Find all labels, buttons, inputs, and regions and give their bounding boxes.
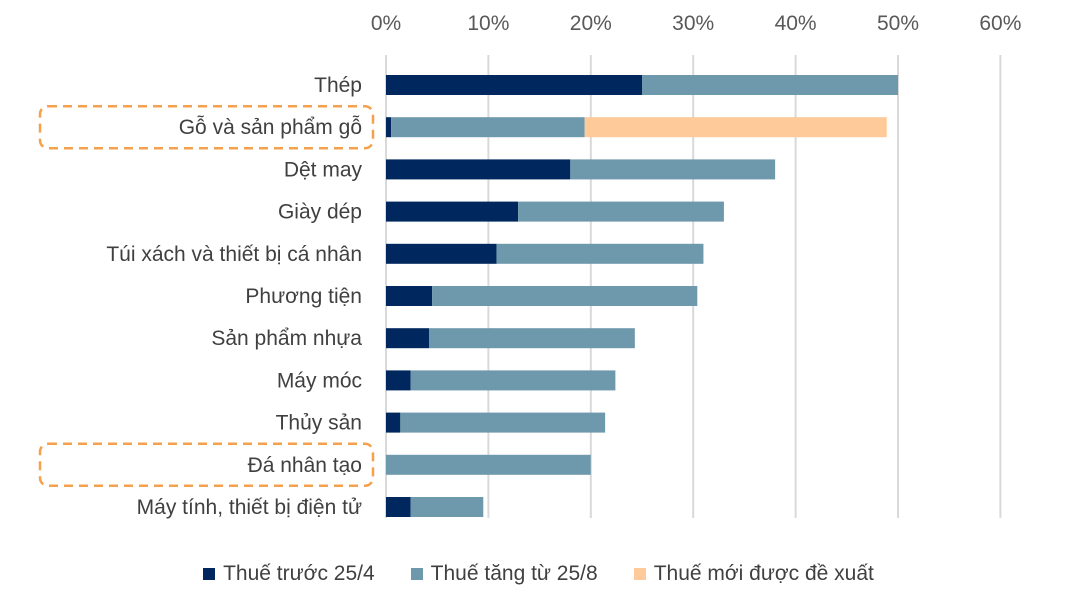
legend-label: Thuế mới được đề xuất	[653, 562, 874, 585]
category-label: Túi xách và thiết bị cá nhân	[106, 243, 362, 266]
bar-segment	[496, 243, 704, 264]
bar-segment	[429, 328, 635, 349]
category-label: Đá nhân tạo	[248, 454, 362, 477]
legend-label: Thuế trước 25/4	[223, 562, 375, 585]
category-label: Gỗ và sản phẩm gỗ	[179, 116, 362, 139]
bar-segment	[386, 159, 571, 180]
bar-segment	[410, 370, 616, 391]
bar-segment	[386, 201, 519, 222]
bar-segment	[386, 117, 392, 138]
legend-item-proposed: Thuế mới được đề xuất	[633, 562, 874, 586]
category-label: Máy móc	[277, 369, 362, 392]
legend-swatch	[203, 568, 216, 580]
bar-segment	[386, 412, 401, 433]
category-label: Thép	[314, 74, 362, 97]
legend: Thuế trước 25/4 Thuế tăng từ 25/8 Thuế m…	[0, 562, 1077, 586]
bar-segment	[642, 75, 898, 95]
x-tick-label: 0%	[371, 12, 401, 35]
bar-segment	[386, 497, 411, 517]
legend-item-increase: Thuế tăng từ 25/8	[410, 562, 598, 586]
legend-swatch	[410, 568, 423, 580]
category-label: Dệt may	[284, 158, 363, 181]
bar-segment	[386, 286, 433, 306]
legend-item-before: Thuế trước 25/4	[203, 562, 375, 586]
highlight-box	[38, 442, 375, 488]
bar-segment	[410, 497, 484, 517]
category-label: Giày dép	[278, 201, 362, 224]
category-label: Sản phẩm nhựa	[211, 327, 362, 350]
bar-segment	[391, 117, 585, 138]
category-label: Phương tiện	[245, 285, 362, 308]
bar-segment	[386, 243, 497, 264]
x-tick-label: 40%	[775, 12, 817, 35]
highlight-box	[38, 104, 375, 150]
bar-segment	[584, 117, 887, 138]
bar-segment	[570, 159, 776, 180]
bar-segment	[518, 201, 724, 222]
legend-swatch	[633, 568, 646, 580]
legend-label: Thuế tăng từ 25/8	[430, 562, 598, 585]
category-label: Thủy sản	[276, 412, 362, 435]
bar-segment	[386, 454, 591, 475]
stacked-bar-chart: 0% 10% 20% 30% 40% 50% 60% Thép Gỗ và sản phẩm …	[38, 12, 1021, 519]
x-tick-label: 60%	[979, 12, 1021, 35]
x-tick-label: 20%	[570, 12, 612, 35]
x-tick-label: 50%	[877, 12, 919, 35]
bar-segment	[386, 75, 642, 95]
bar-segment	[386, 328, 430, 349]
bar-segment	[400, 412, 606, 433]
bar-segment	[386, 370, 411, 391]
x-tick-label: 30%	[672, 12, 714, 35]
bar-segment	[432, 286, 698, 306]
x-tick-label: 10%	[467, 12, 509, 35]
category-label: Máy tính, thiết bị điện tử	[137, 496, 362, 519]
